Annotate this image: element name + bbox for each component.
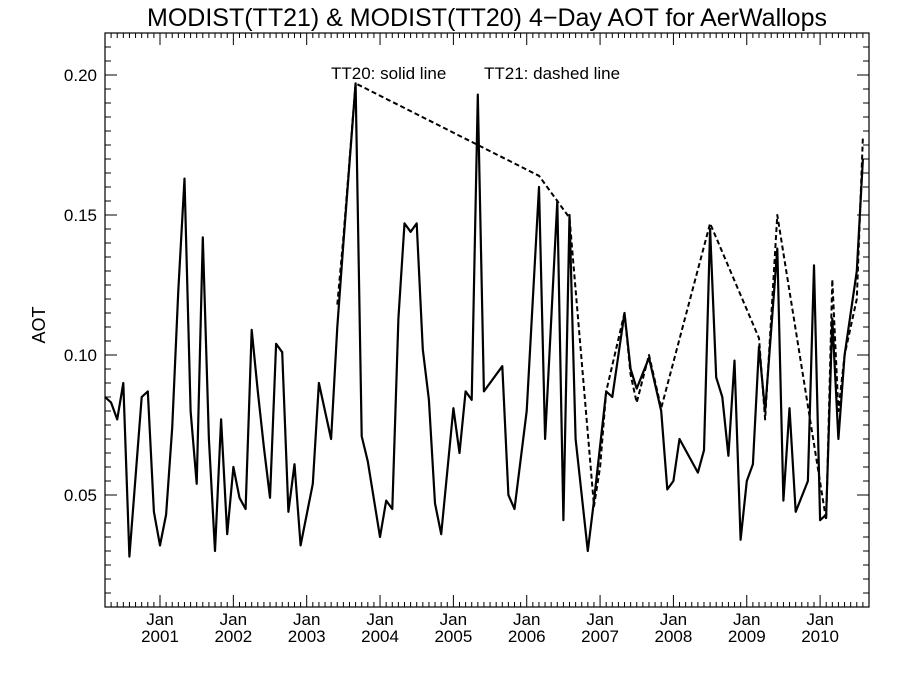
y-tick-label: 0.05 [64, 486, 97, 505]
x-tick-label-month: Jan [513, 610, 540, 629]
x-tick-label-year: 2001 [141, 627, 179, 646]
y-axis-label: AOT [29, 306, 49, 343]
axes-group: 0.050.100.150.20Jan2001Jan2002Jan2003Jan… [64, 33, 870, 646]
annotation-tt20-solid: TT20: solid line [331, 64, 446, 83]
x-tick-label-year: 2005 [434, 627, 472, 646]
x-tick-label-month: Jan [660, 610, 687, 629]
y-tick-label: 0.10 [64, 346, 97, 365]
x-tick-label-month: Jan [440, 610, 467, 629]
series-line-tt20 [104, 82, 864, 558]
x-tick-label-year: 2009 [728, 627, 766, 646]
series-group [104, 82, 864, 558]
x-tick-label-year: 2004 [361, 627, 399, 646]
x-tick-label-year: 2006 [508, 627, 546, 646]
x-tick-label-year: 2010 [801, 627, 839, 646]
x-tick-label-month: Jan [586, 610, 613, 629]
x-tick-label-month: Jan [366, 610, 393, 629]
x-tick-label-month: Jan [806, 610, 833, 629]
x-tick-label-year: 2003 [288, 627, 326, 646]
x-tick-label-month: Jan [293, 610, 320, 629]
x-tick-label-year: 2002 [214, 627, 252, 646]
x-tick-label-year: 2007 [581, 627, 619, 646]
y-tick-label: 0.15 [64, 206, 97, 225]
x-tick-label-year: 2008 [655, 627, 693, 646]
chart-title: MODIST(TT21) & MODIST(TT20) 4−Day AOT fo… [147, 4, 827, 32]
y-tick-label: 0.20 [64, 66, 97, 85]
series-line-tt21 [336, 82, 864, 522]
plot-area-frame [104, 32, 870, 608]
x-tick-label-month: Jan [220, 610, 247, 629]
x-tick-label-month: Jan [146, 610, 173, 629]
annotation-tt21-dashed: TT21: dashed line [484, 64, 620, 83]
x-tick-label-month: Jan [733, 610, 760, 629]
